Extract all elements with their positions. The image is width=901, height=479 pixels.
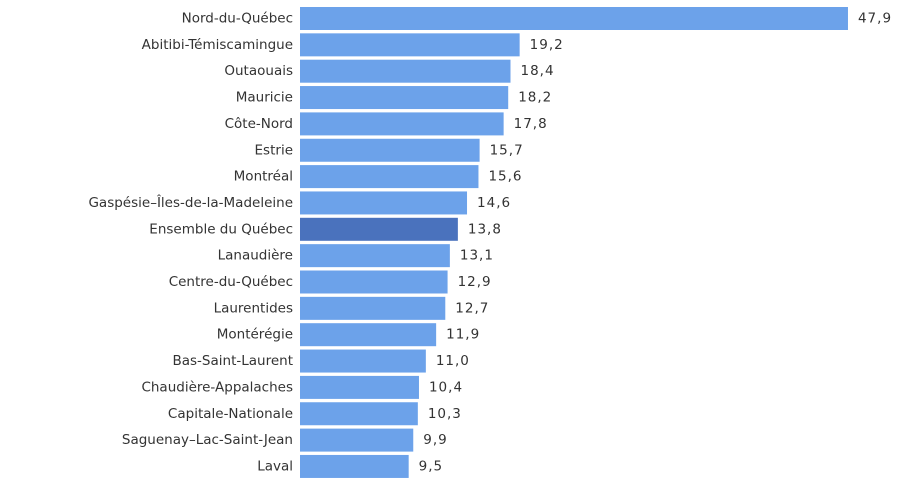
bar [300,112,504,136]
bar [300,244,450,268]
bar [300,323,437,347]
bar [300,33,520,57]
category-label: Outaouais [224,63,293,79]
category-label: Bas-Saint-Laurent [172,353,293,369]
bar [300,59,511,83]
category-label: Saguenay–Lac-Saint-Jean [122,432,293,448]
category-label: Mauricie [236,90,293,106]
value-label: 12,7 [455,300,489,316]
category-label: Gaspésie–Îles-de-la-Madeleine [88,193,293,211]
value-label: 13,8 [468,221,502,237]
value-label: 17,8 [514,116,548,132]
category-label: Chaudière-Appalaches [141,379,293,395]
bar [300,296,446,320]
bar [300,454,409,478]
category-label: Ensemble du Québec [149,221,293,237]
value-label: 10,3 [428,406,462,422]
bar [300,270,448,294]
value-label: 15,6 [488,169,522,185]
bar [300,402,418,426]
category-label: Capitale-Nationale [168,406,293,422]
category-label: Laval [257,458,293,474]
value-label: 9,9 [423,432,447,448]
category-label: Nord-du-Québec [182,11,293,27]
category-label: Lanaudière [218,248,293,264]
category-label: Centre-du-Québec [169,274,293,290]
category-label: Estrie [255,142,293,158]
bar [300,428,414,452]
value-label: 19,2 [530,37,564,53]
bar [300,165,479,189]
category-label: Laurentides [214,300,293,316]
category-label: Abitibi-Témiscamingue [142,37,293,53]
value-label: 18,2 [518,90,552,106]
category-label: Montréal [234,169,293,185]
bar [300,7,848,30]
value-label: 47,9 [858,11,892,27]
bar [300,375,419,399]
value-label: 9,5 [419,458,443,474]
bar [300,138,480,162]
value-label: 11,0 [436,353,470,369]
category-label: Côte-Nord [225,116,293,132]
bar [300,86,509,110]
value-label: 15,7 [490,142,524,158]
value-label: 13,1 [460,248,494,264]
value-label: 12,9 [458,274,492,290]
bar [300,349,426,373]
value-label: 11,9 [446,327,480,343]
value-label: 18,4 [520,63,554,79]
bar [300,217,458,241]
value-label: 10,4 [429,379,463,395]
bar [300,191,468,215]
value-label: 14,6 [477,195,511,211]
category-label: Montérégie [217,327,293,343]
